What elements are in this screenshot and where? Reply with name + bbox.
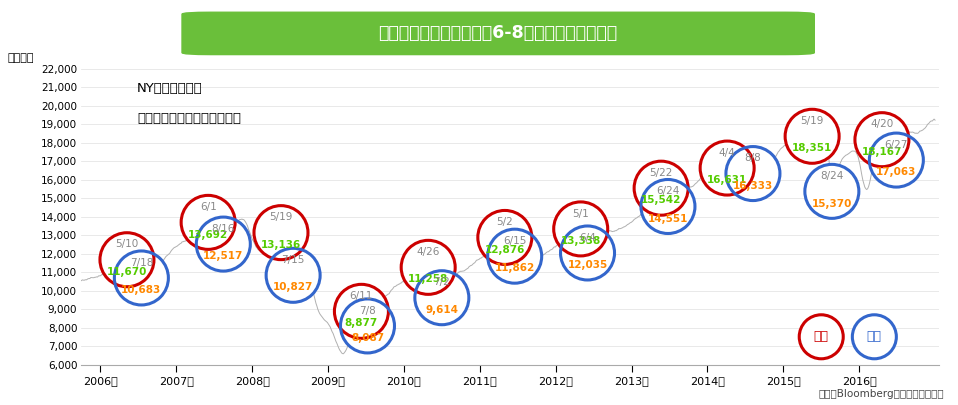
Text: 11,670: 11,670 (106, 267, 148, 277)
Text: 12,517: 12,517 (203, 251, 243, 261)
Text: 11,862: 11,862 (494, 263, 535, 273)
Text: 5/2: 5/2 (496, 217, 513, 227)
Text: （ザラ場データによる週足）: （ザラ場データによる週足） (137, 112, 241, 125)
Text: 5/10: 5/10 (115, 239, 139, 249)
Text: 18,167: 18,167 (862, 147, 902, 157)
Text: 15,370: 15,370 (811, 198, 852, 209)
Text: 9,614: 9,614 (425, 305, 458, 315)
Text: 4/26: 4/26 (417, 247, 440, 257)
Text: 12,876: 12,876 (485, 245, 525, 255)
Text: 16,333: 16,333 (733, 181, 773, 191)
Text: NYダウチャート: NYダウチャート (137, 82, 203, 95)
Text: 5/19: 5/19 (269, 212, 293, 222)
Text: 5/19: 5/19 (801, 116, 824, 126)
Text: 8/16: 8/16 (212, 224, 235, 234)
Text: 8,877: 8,877 (345, 318, 378, 328)
Text: 13,692: 13,692 (188, 230, 228, 239)
Text: 安値: 安値 (867, 330, 882, 343)
Text: 18,351: 18,351 (792, 143, 833, 153)
Text: 11,258: 11,258 (408, 275, 448, 284)
Text: 6/15: 6/15 (503, 236, 526, 246)
Text: 13,136: 13,136 (261, 240, 301, 250)
Text: 14,551: 14,551 (648, 214, 688, 224)
Text: 5/1: 5/1 (572, 209, 589, 219)
Text: 6/24: 6/24 (656, 186, 679, 196)
Text: 7/15: 7/15 (282, 255, 305, 265)
Text: 8/8: 8/8 (744, 153, 762, 163)
Text: 4/20: 4/20 (870, 119, 894, 129)
Text: 4/4: 4/4 (718, 148, 736, 158)
Text: 10,827: 10,827 (273, 282, 313, 292)
Text: 6/1: 6/1 (200, 202, 217, 212)
Text: 16,631: 16,631 (707, 175, 747, 185)
Text: 12,035: 12,035 (567, 260, 607, 270)
Text: 8/24: 8/24 (820, 171, 844, 181)
Text: 出所：Bloombergより大和証券作成: 出所：Bloombergより大和証券作成 (818, 389, 944, 399)
Text: 7/2: 7/2 (433, 277, 450, 287)
Text: 6/4: 6/4 (580, 232, 596, 243)
Text: 10,683: 10,683 (122, 285, 162, 295)
Text: 13,338: 13,338 (560, 236, 601, 246)
Text: 米国株には５月頃高値、6-8月頃安値のパターン: 米国株には５月頃高値、6-8月頃安値のパターン (378, 24, 618, 43)
Text: 7/8: 7/8 (359, 305, 376, 315)
Text: 15,542: 15,542 (641, 195, 681, 205)
Text: （ドル）: （ドル） (8, 53, 34, 63)
Text: 7/18: 7/18 (129, 258, 153, 268)
Text: 8,087: 8,087 (351, 333, 384, 343)
Text: 17,063: 17,063 (877, 167, 917, 177)
Text: 6/11: 6/11 (350, 291, 373, 301)
Text: 高値: 高値 (813, 330, 829, 343)
FancyBboxPatch shape (182, 12, 814, 55)
Text: 5/22: 5/22 (650, 168, 673, 178)
Text: 6/27: 6/27 (884, 140, 908, 150)
